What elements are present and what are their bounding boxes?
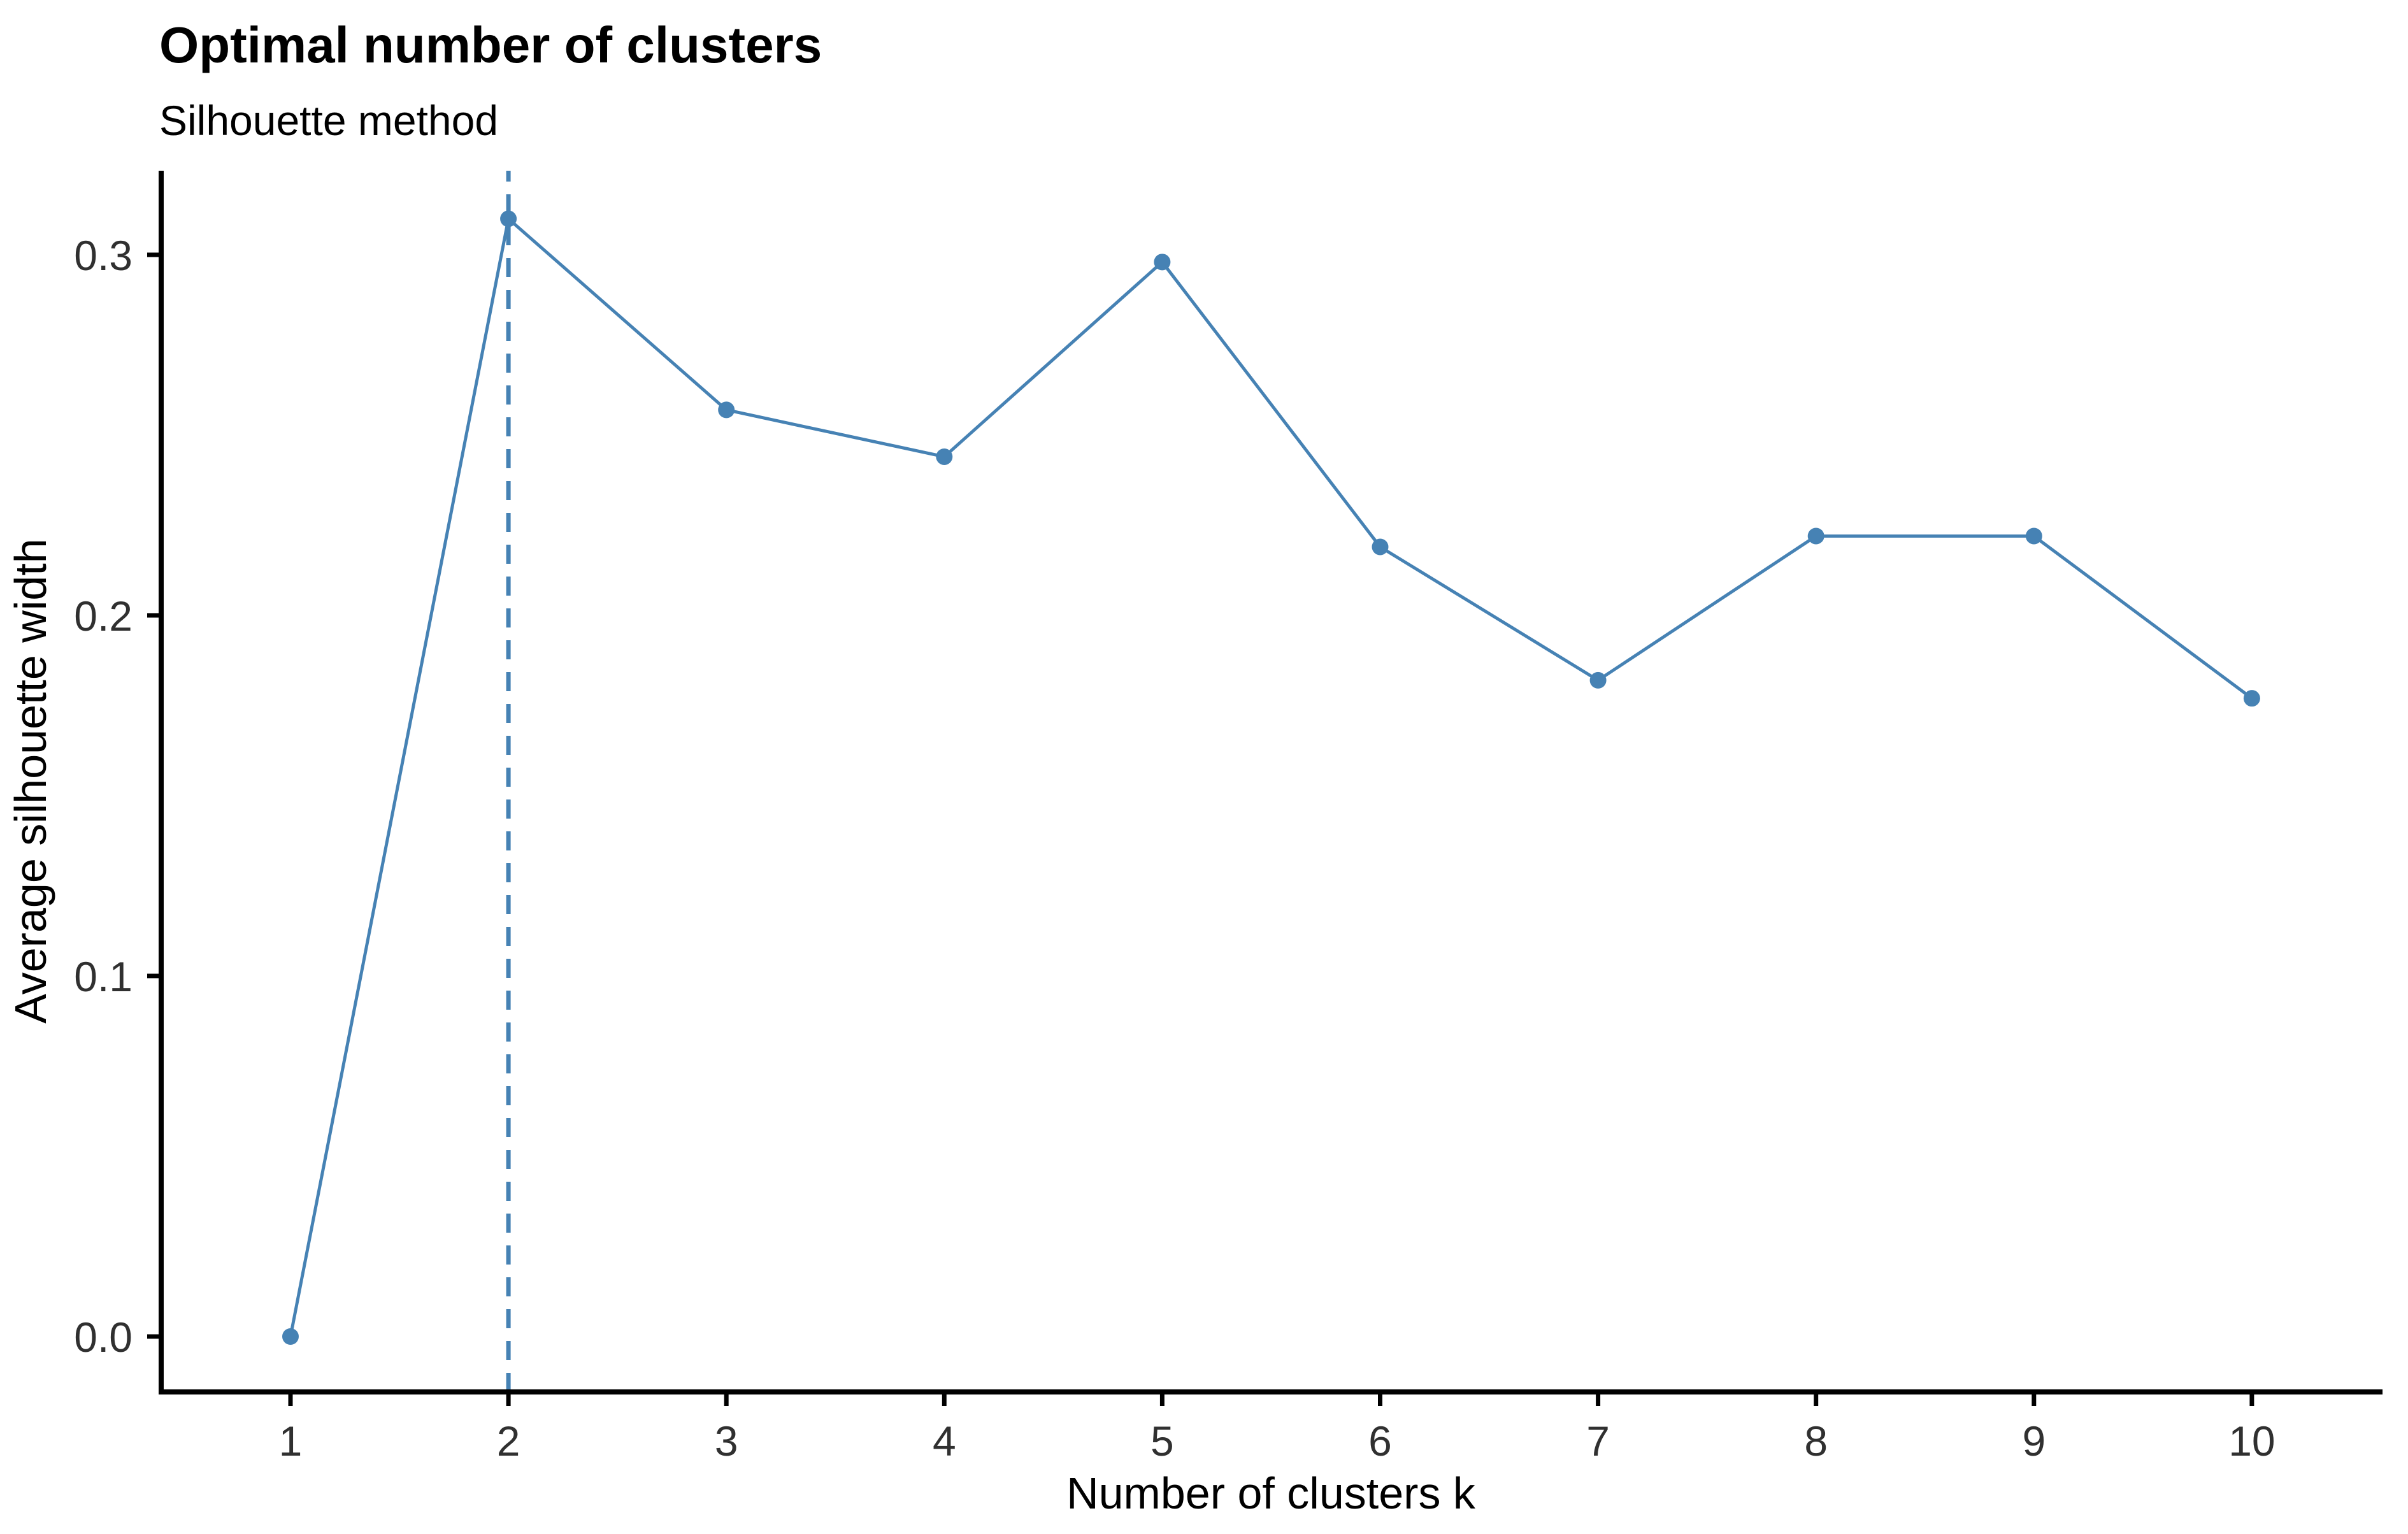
data-point-k5 xyxy=(1154,254,1171,271)
plot-area: 1 2 3 4 5 6 7 8 9 10 0.0 0.1 0.2 0.3 xyxy=(74,171,2383,1465)
x-tick-label: 4 xyxy=(933,1417,956,1465)
data-point-k7 xyxy=(1589,671,1607,689)
y-tick-label: 0.1 xyxy=(74,953,133,1000)
silhouette-line xyxy=(289,217,2253,1337)
x-axis-title: Number of clusters k xyxy=(1066,1468,1476,1518)
x-tick-label: 9 xyxy=(2022,1417,2046,1465)
y-tick-label: 0.0 xyxy=(74,1314,133,1361)
x-tick-label: 1 xyxy=(279,1417,303,1465)
data-point-k3 xyxy=(718,401,735,419)
y-tick-label: 0.2 xyxy=(74,592,133,640)
data-point-k8 xyxy=(1807,527,1824,545)
x-tick-label: 7 xyxy=(1586,1417,1610,1465)
x-tick-label: 5 xyxy=(1150,1417,1174,1465)
chart-subtitle: Silhouette method xyxy=(159,97,498,144)
y-tick-label: 0.3 xyxy=(74,232,133,279)
y-axis-title: Average silhouette width xyxy=(6,538,55,1023)
x-tick-label: 6 xyxy=(1368,1417,1392,1465)
data-point-k9 xyxy=(2025,527,2042,545)
data-point-k4 xyxy=(936,448,953,465)
x-tick-label: 2 xyxy=(497,1417,520,1465)
data-point-k2 xyxy=(500,210,517,227)
chart-title: Optimal number of clusters xyxy=(159,17,822,73)
data-point-k6 xyxy=(1372,538,1389,556)
x-tick-label: 3 xyxy=(715,1417,738,1465)
x-tick-label: 10 xyxy=(2228,1417,2275,1465)
data-point-k1 xyxy=(282,1328,299,1345)
x-tick-label: 8 xyxy=(1804,1417,1828,1465)
data-point-k10 xyxy=(2243,690,2260,707)
